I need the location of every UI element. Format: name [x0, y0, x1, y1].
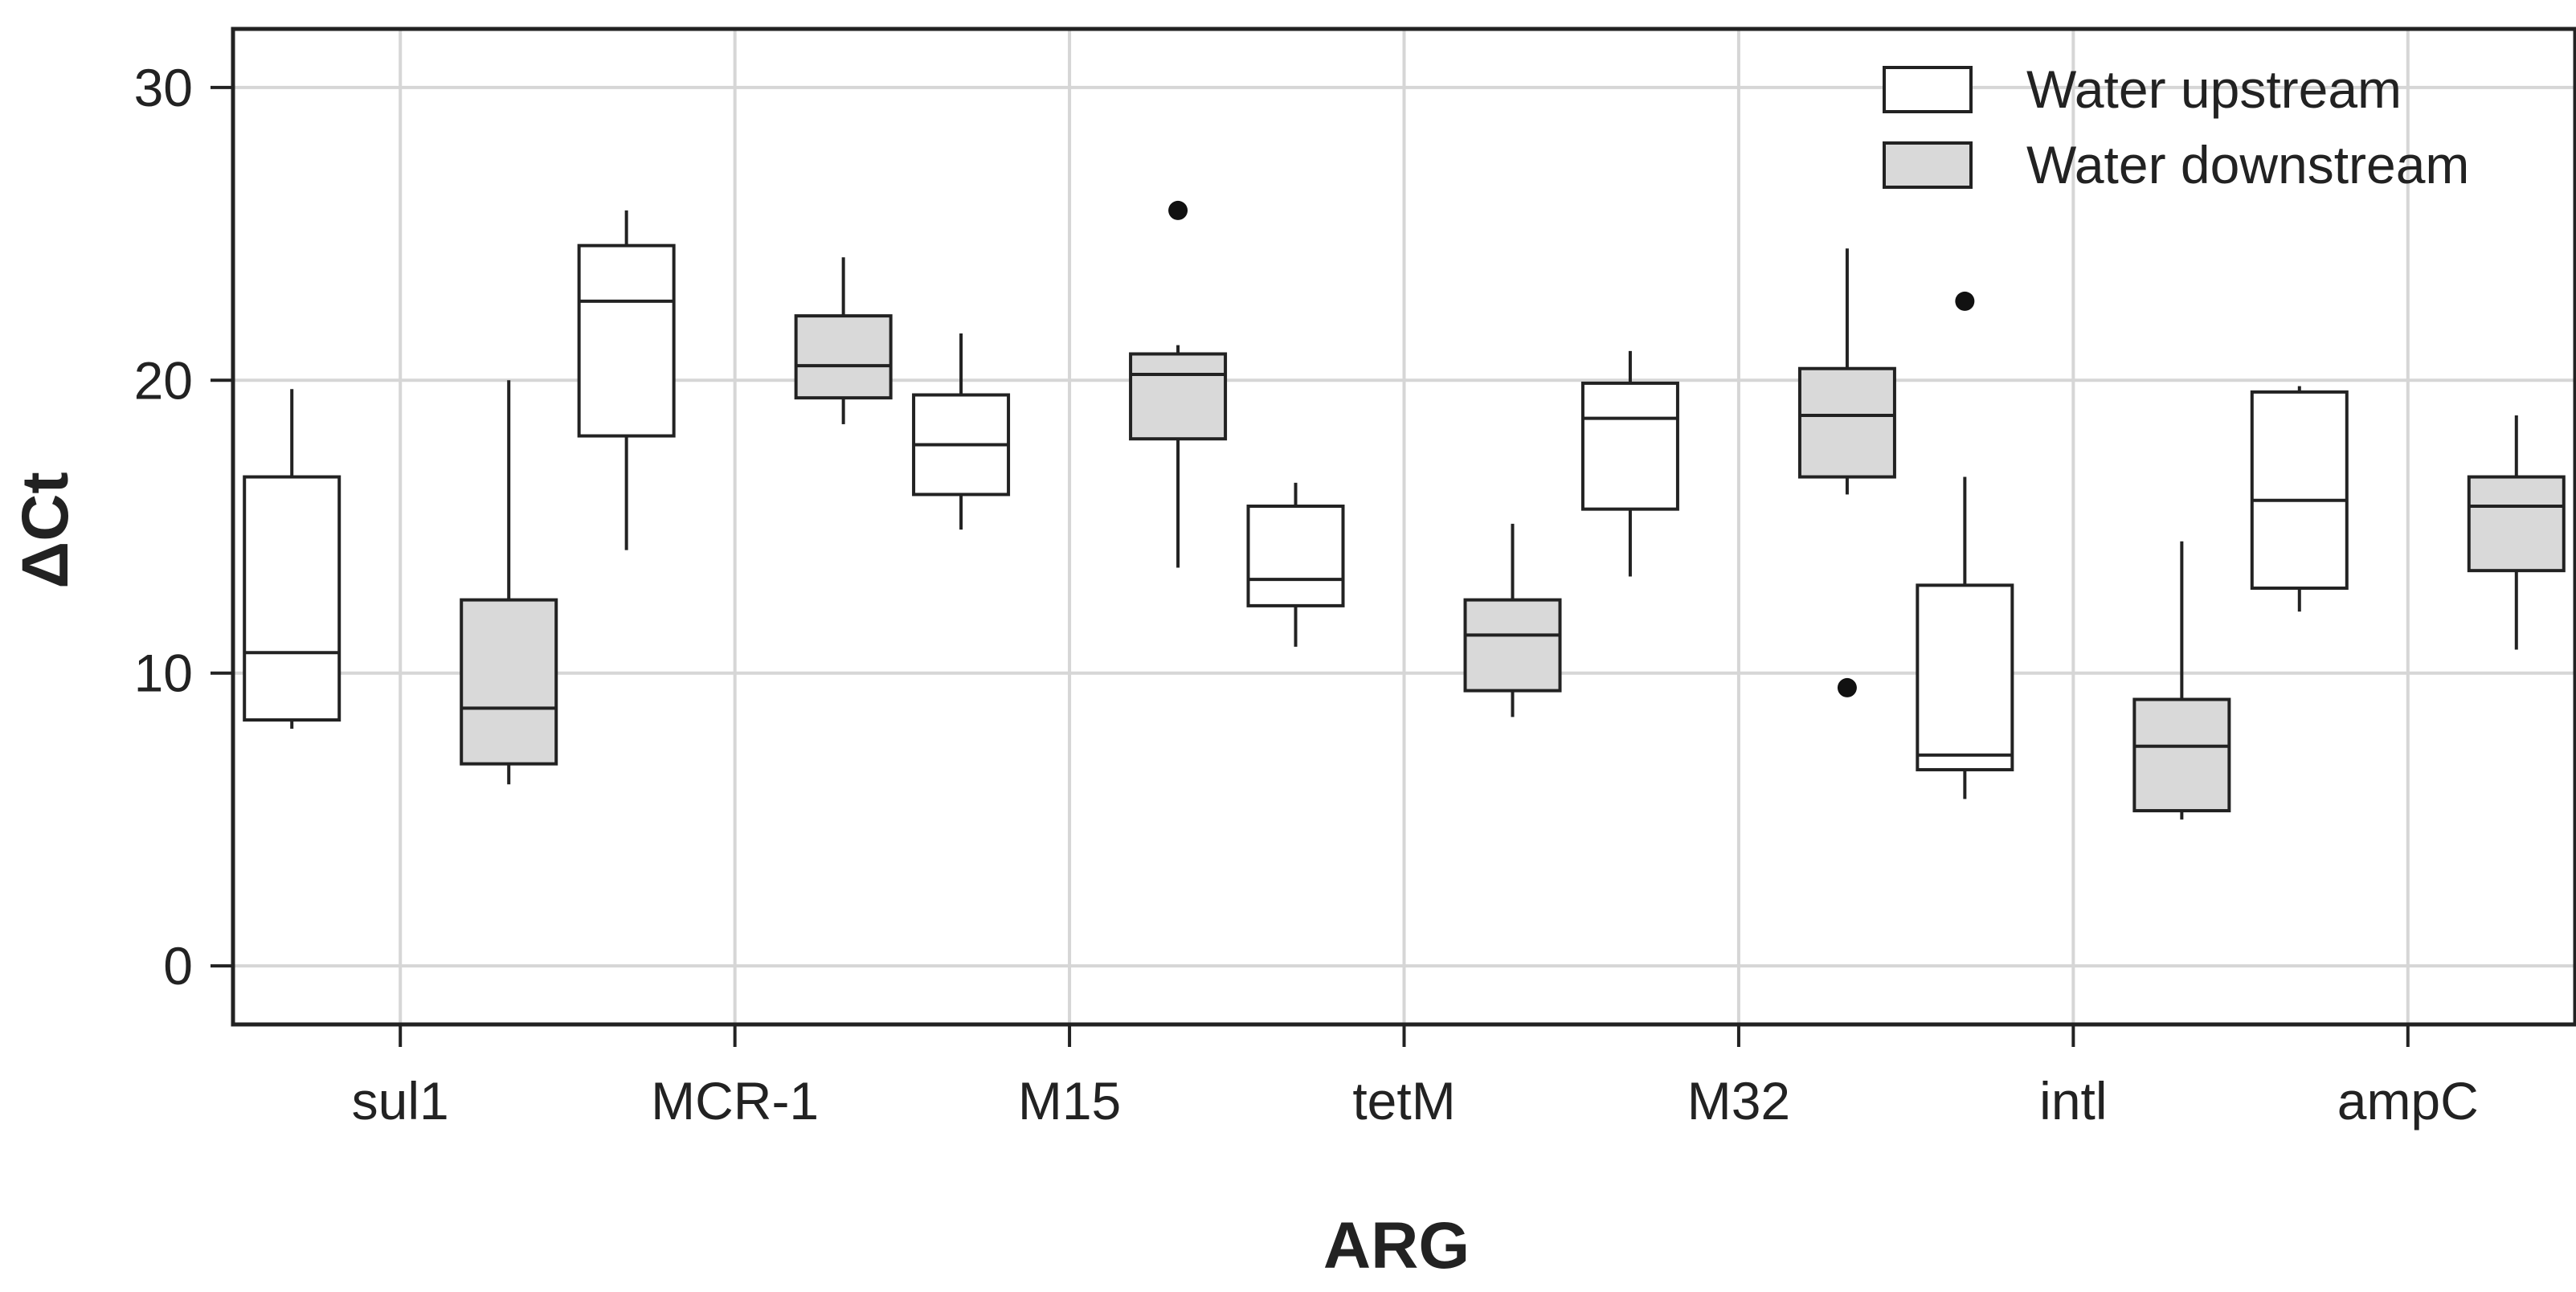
y-tick-label-10: 10 — [134, 644, 193, 703]
box-water-upstream-m15 — [912, 333, 1011, 530]
y-tick-label-20: 20 — [134, 350, 193, 410]
x-tick-label-M32: M32 — [1687, 1071, 1790, 1130]
x-tick-label-sul1: sul1 — [352, 1071, 449, 1130]
iqr-box — [577, 243, 676, 438]
box-water-upstream-intl — [1916, 291, 2014, 799]
iqr-box — [243, 475, 341, 722]
y-tick-label-30: 30 — [134, 58, 193, 117]
outlier-point-0 — [1837, 677, 1857, 697]
box-water-downstream-m15 — [1129, 200, 1228, 568]
axes: 0 10 20 30 sul1 MCR-1 M15 tetM M32 intl ampC — [134, 27, 2576, 1130]
legend-swatch-water-upstream — [1883, 66, 1973, 113]
box-water-upstream-m32 — [1580, 350, 1679, 577]
iqr-box — [1916, 583, 2014, 771]
iqr-box — [2250, 390, 2349, 591]
iqr-box — [1463, 598, 1562, 693]
y-axis-title: ΔCt — [9, 472, 82, 588]
box-series — [243, 200, 2566, 820]
x-tick-label-M15: M15 — [1018, 1071, 1121, 1130]
box-water-downstream-m32 — [1797, 248, 1896, 697]
iqr-box — [2132, 697, 2231, 812]
box-water-upstream-mcr-1 — [577, 210, 676, 550]
outlier-point-0 — [1168, 200, 1188, 220]
iqr-box — [1797, 366, 1896, 479]
box-water-downstream-intl — [2132, 541, 2231, 820]
x-tick-label-ampC: ampC — [2337, 1071, 2479, 1130]
iqr-box — [1246, 504, 1345, 607]
iqr-box — [1580, 381, 1679, 511]
legend-label-water-downstream: Water downstream — [2026, 135, 2469, 194]
iqr-box — [460, 598, 558, 766]
box-water-downstream-mcr-1 — [794, 257, 893, 424]
x-tick-label-intl: intl — [2039, 1071, 2107, 1130]
x-tick-label-tetM: tetM — [1352, 1071, 1455, 1130]
box-water-upstream-tetm — [1246, 482, 1345, 647]
iqr-box — [794, 314, 893, 400]
legend-swatch-water-downstream — [1883, 141, 1973, 189]
box-water-upstream-ampc — [2250, 386, 2349, 612]
x-tick-label-MCR-1: MCR-1 — [651, 1071, 819, 1130]
x-axis-title: ARG — [1323, 1209, 1470, 1282]
legend: Water upstream Water downstream — [1883, 59, 2469, 194]
outlier-point-0 — [1955, 291, 1975, 311]
iqr-box — [2467, 475, 2566, 573]
plot-frame — [231, 27, 2576, 1027]
legend-label-water-upstream: Water upstream — [2026, 59, 2402, 119]
box-water-downstream-sul1 — [460, 380, 558, 785]
box-water-downstream-ampc — [2467, 415, 2566, 650]
y-tick-label-0: 0 — [163, 936, 193, 996]
box-water-downstream-tetm — [1463, 523, 1562, 718]
box-water-upstream-sul1 — [243, 389, 341, 729]
iqr-box — [1129, 352, 1228, 441]
